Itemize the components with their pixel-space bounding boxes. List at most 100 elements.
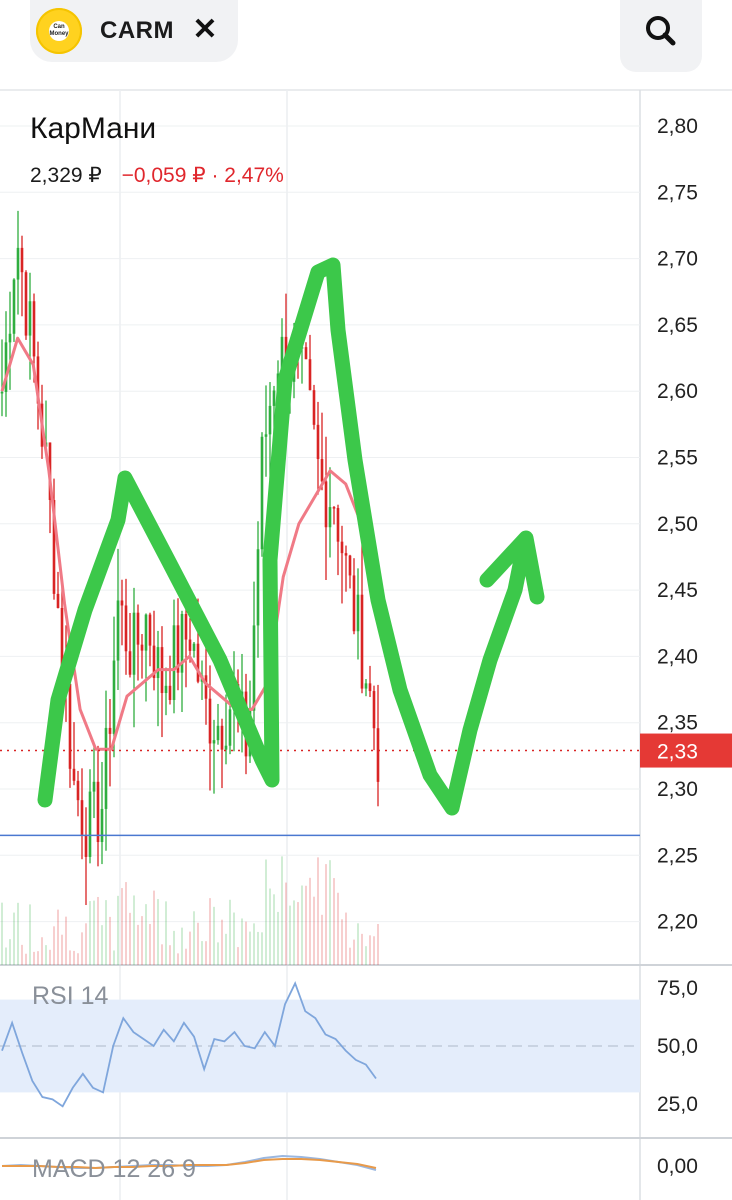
candle-body [84,835,88,857]
volume-bar [277,911,279,965]
moving-average-line [0,336,379,751]
candle-body [100,808,104,843]
volume-bar [37,951,39,965]
volume-bar [69,950,71,965]
candle-body [308,359,312,391]
volume-bar [249,931,251,965]
company-logo: Can Money [36,8,82,54]
candle-body [316,424,320,460]
price-axis: 2,80 2,75 2,70 2,65 2,60 2,55 2,50 2,45 2,40 2,35… [657,115,698,1178]
candle-body [8,333,12,343]
price-tick-label: 2,30 [657,778,698,801]
volume-bar [149,923,151,965]
instrument-title: КарМани [30,112,157,145]
current-price: 2,329 ₽ [30,164,102,187]
volume-bar [17,902,19,965]
candle-body [352,575,356,632]
volume-bar [329,860,331,965]
candle-body [56,593,60,608]
candle-body [356,594,360,632]
volume-bar [129,912,131,965]
candle-body [80,800,84,836]
price-tick-label: 2,55 [657,447,698,470]
candles [0,210,380,906]
candle-body [344,553,348,556]
candle-body [360,594,364,689]
candle-body [264,434,268,437]
volume-bar [77,953,79,965]
candle-body [60,607,64,675]
candle-body [20,247,24,273]
candle-body [116,600,120,661]
volume-bar [289,905,291,965]
close-button[interactable]: ✕ [192,13,218,46]
search-button[interactable] [620,0,702,72]
candle-body [268,405,272,435]
candle-body [320,459,324,482]
candle-body [140,644,144,651]
candle-body [16,247,20,280]
price-tick-label: 2,45 [657,579,698,602]
volume-bar [353,939,355,965]
candle-body [0,391,4,394]
volume-bar [201,941,203,965]
volume-bar [101,925,103,965]
volume-bar [169,945,171,965]
candle-body [132,612,136,675]
rsi-tick-label: 25,0 [657,1093,698,1116]
volume-bar [269,888,271,965]
current-price-tag-label: 2,33 [657,741,698,764]
price-tick-label: 2,65 [657,314,698,337]
candle-body [304,347,308,360]
volume-bar [245,921,247,965]
ticker-chip[interactable]: Can Money CARM ✕ [30,0,238,62]
volume-bar [261,932,263,965]
volume-bar [205,941,207,965]
volume-bar [113,950,115,965]
volume-bar [321,914,323,965]
volume-bar [181,927,183,965]
volume-bar [161,944,163,965]
candle-body [196,643,200,682]
candle-body [336,508,340,542]
rsi-line [1,981,377,1108]
top-bar: Can Money CARM ✕ [0,0,732,82]
volume-bar [241,918,243,965]
price-tick-label: 2,60 [657,380,698,403]
volume-bar [221,919,223,965]
volume-bar [25,953,27,965]
volume-bar [177,953,179,965]
volume-bar [145,904,147,965]
volume-bar [105,900,107,965]
volume-bar [325,864,327,965]
rsi-tick-label: 50,0 [657,1035,698,1058]
candle-body [348,555,352,576]
volume-bar [225,933,227,965]
volume-bar [369,935,371,965]
volume-bar [293,900,295,965]
candle-body [88,791,92,857]
volume-bar [361,933,363,965]
price-tick-label: 2,70 [657,248,698,271]
volume-bar [333,878,335,965]
candle-body [172,625,176,701]
volume-bar [13,912,15,965]
volume-bar [5,947,7,965]
candle-body [192,643,196,651]
price-tick-label: 2,35 [657,712,698,735]
price-tick-label: 2,75 [657,181,698,204]
volume-bar [209,898,211,965]
volume-bar [89,901,91,965]
rsi-band [0,999,640,1093]
volume-bar [345,912,347,965]
volume-bar [133,895,135,965]
candle-body [36,356,40,404]
candle-body [180,613,184,673]
candle-body [32,301,36,357]
volume-bar [93,900,95,965]
candle-body [152,645,156,679]
candle-body [332,507,336,509]
candle-body [124,605,128,652]
candle-body [260,436,264,550]
